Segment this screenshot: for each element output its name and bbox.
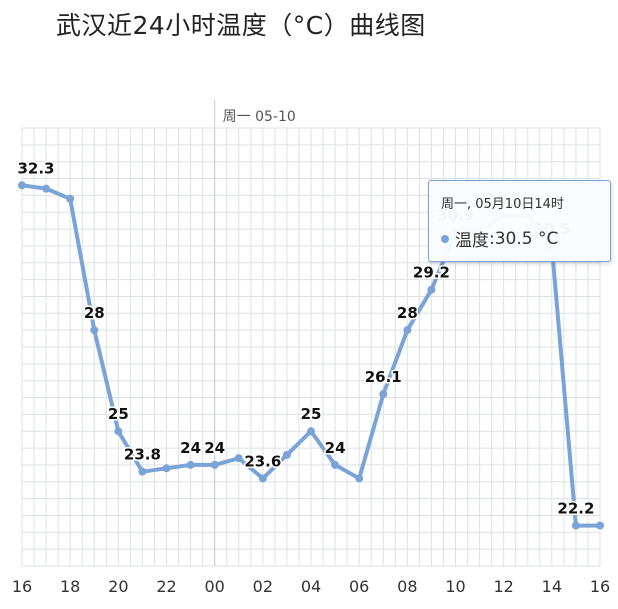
x-tick-label: 12 (493, 577, 513, 596)
data-point (66, 194, 75, 203)
data-point (427, 285, 436, 294)
x-tick-label: 16 (12, 577, 32, 596)
data-label: 24 (180, 439, 201, 457)
x-tick-label: 22 (156, 577, 176, 596)
data-point (90, 326, 99, 335)
data-point (403, 326, 412, 335)
data-point (596, 521, 604, 530)
data-label: 25 (301, 405, 322, 423)
data-point (210, 460, 219, 469)
data-point (282, 450, 291, 459)
data-point (331, 460, 340, 469)
data-label: 24 (204, 439, 225, 457)
x-tick-label: 06 (349, 577, 369, 596)
tooltip-separator: : (489, 228, 495, 249)
data-point (42, 184, 51, 193)
data-label: 26.1 (365, 368, 402, 386)
data-point (307, 427, 315, 436)
chart-title: 武汉近24小时温度（°C）曲线图 (56, 11, 426, 40)
data-point (114, 427, 123, 436)
data-point (162, 464, 171, 473)
data-label: 22.2 (557, 500, 594, 518)
x-tick-label: 14 (542, 577, 562, 596)
data-point (138, 467, 147, 476)
data-point (355, 474, 364, 483)
data-label: 28 (397, 304, 418, 322)
data-point (379, 390, 388, 399)
tooltip-title: 周一, 05月10日14时 (441, 197, 564, 212)
data-label: 25 (108, 405, 129, 423)
data-label: 29.2 (413, 264, 450, 282)
data-label: 28 (84, 304, 105, 322)
x-tick-label: 10 (445, 577, 465, 596)
tooltip-value-row: 温度:30.5 °C (441, 226, 600, 251)
data-label: 24 (325, 439, 346, 457)
x-tick-label: 16 (590, 577, 610, 596)
data-point (234, 454, 243, 463)
data-label: 23.6 (244, 452, 281, 470)
tooltip: 周一, 05月10日14时 温度:30.5 °C (428, 180, 611, 262)
data-label: 23.8 (124, 446, 161, 464)
data-point (186, 460, 195, 469)
x-tick-label: 00 (204, 577, 224, 596)
data-point (18, 181, 26, 190)
data-label: 32.3 (17, 159, 54, 177)
data-point (258, 474, 267, 483)
series-dot-icon (441, 234, 449, 243)
date-label: 周一 05-10 (223, 109, 296, 125)
x-tick-label: 04 (301, 577, 321, 596)
tooltip-series-label: 温度 (455, 231, 489, 251)
x-tick-label: 02 (253, 577, 273, 596)
x-tick-label: 20 (108, 577, 128, 596)
tooltip-value: 30.5 °C (494, 228, 559, 249)
x-tick-label: 08 (397, 577, 417, 596)
data-point (571, 521, 580, 530)
x-tick-label: 18 (60, 577, 80, 596)
